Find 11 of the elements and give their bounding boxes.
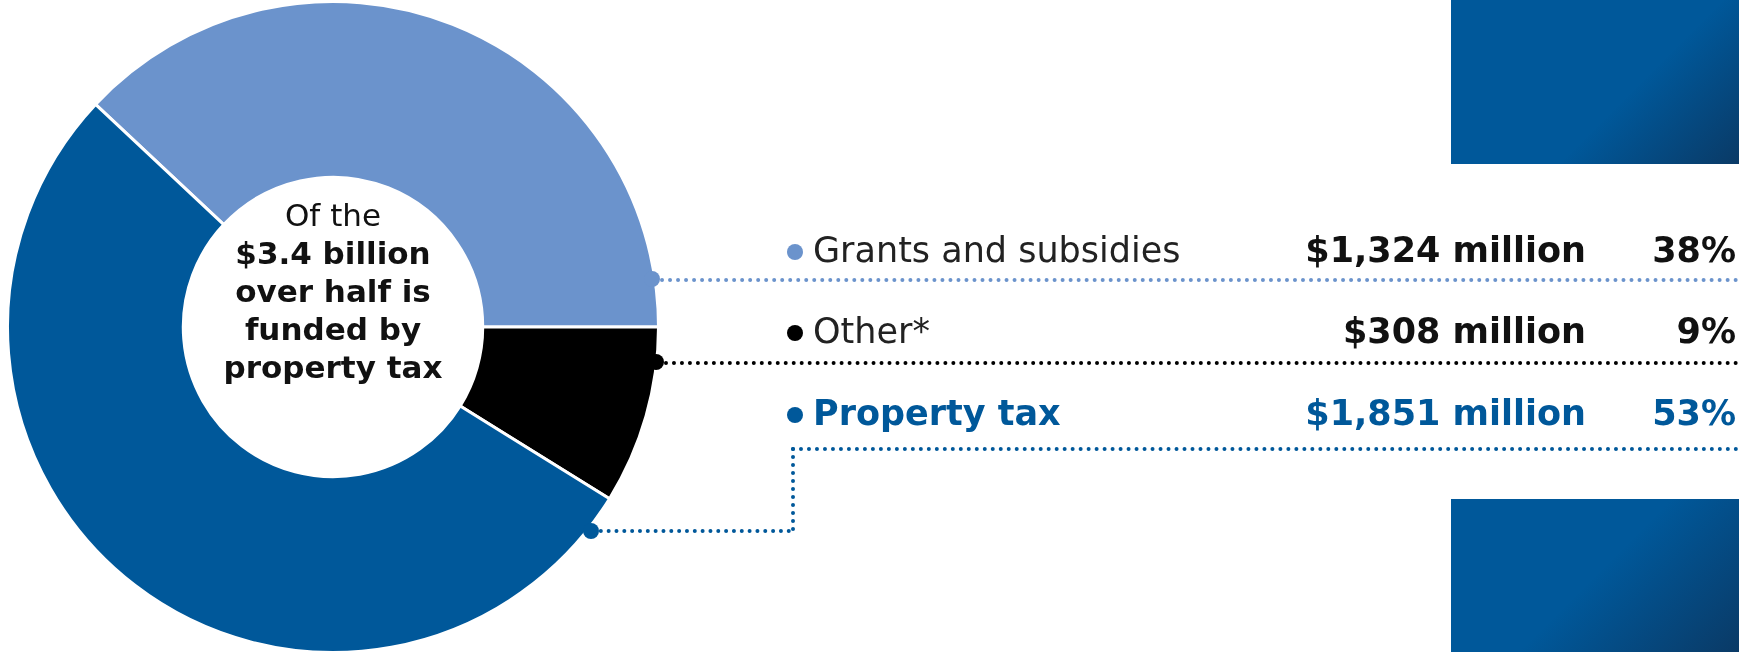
legend-label: Grants and subsidies [813,230,1181,270]
data-label: $308 million [1342,311,1586,351]
text: Of the [283,196,382,234]
data-label: $1,324 million [1305,230,1586,270]
text: $3.4 billion over half is funded by property tax [222,234,444,386]
text: 53% [1652,393,1736,433]
legend-label: Other* [813,311,930,351]
legend-label: Property tax [813,393,1061,433]
text: 9% [1676,311,1736,351]
text: 38% [1652,230,1736,270]
data-label: $1,851 million [1305,393,1586,433]
